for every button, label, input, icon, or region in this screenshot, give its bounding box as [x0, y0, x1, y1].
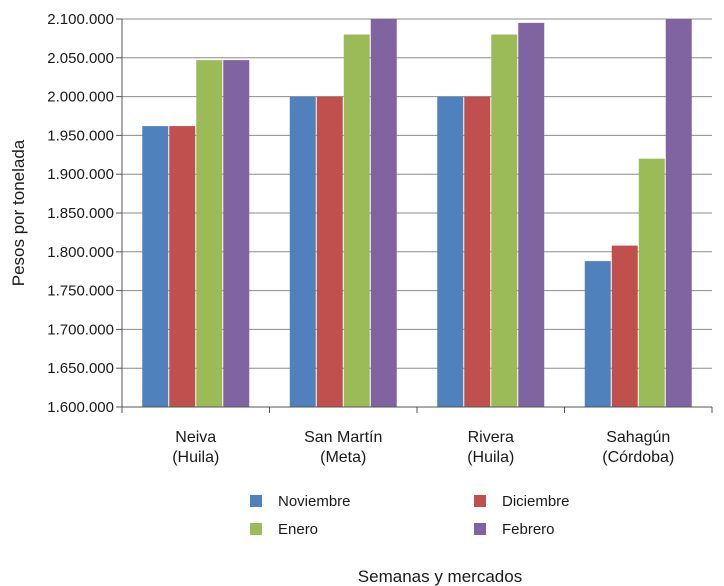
y-tick-label: 2.000.000: [47, 89, 114, 106]
y-tick-label: 1.650.000: [47, 360, 114, 377]
bar-enero: [196, 60, 223, 408]
x-axis-title: Semanas y mercados: [358, 567, 522, 586]
y-tick-label: 1.750.000: [47, 283, 114, 300]
y-tick-label: 1.800.000: [47, 244, 114, 261]
x-category-label: Neiva (Huila): [172, 429, 219, 466]
bar-febrero: [223, 60, 250, 408]
x-axis-category-labels: Neiva (Huila) San Martín (Meta) Rivera (Huila…: [172, 429, 674, 466]
bar-diciembre: [611, 245, 638, 407]
bar-diciembre: [464, 96, 491, 407]
y-tick-label: 1.700.000: [47, 321, 114, 338]
legend-swatch-febrero: [474, 523, 486, 535]
bar-noviembre: [437, 96, 464, 407]
bar-febrero: [370, 19, 397, 407]
bar-noviembre: [142, 126, 169, 407]
legend-swatch-noviembre: [250, 495, 262, 507]
legend-swatch-diciembre: [474, 495, 486, 507]
bar-febrero: [665, 19, 692, 407]
bar-enero: [343, 34, 370, 408]
y-tick-label: 1.900.000: [47, 166, 114, 183]
legend-label-noviembre: Noviembre: [278, 493, 351, 510]
y-tick-label: 2.050.000: [47, 50, 114, 67]
bar-diciembre: [316, 96, 343, 407]
legend-label-febrero: Febrero: [502, 521, 555, 538]
y-tick-label: 1.600.000: [47, 399, 114, 416]
y-tick-label: 1.950.000: [47, 127, 114, 144]
x-category-label: San Martín (Meta): [304, 429, 382, 466]
x-category-label: Sahagún (Córdoba): [602, 429, 674, 466]
legend: Noviembre Diciembre Enero Febrero: [250, 493, 570, 538]
bar-enero: [491, 34, 518, 408]
y-axis-title: Pesos por tonelada: [9, 139, 28, 286]
y-tick-label: 1.850.000: [47, 205, 114, 222]
bar-noviembre: [584, 261, 611, 407]
bars: [121, 19, 713, 413]
legend-label-diciembre: Diciembre: [502, 493, 570, 510]
bar-febrero: [518, 22, 545, 407]
y-tick-label: 2.100.000: [47, 11, 114, 28]
bar-diciembre: [169, 126, 196, 407]
legend-swatch-enero: [250, 523, 262, 535]
bar-enero: [638, 158, 665, 407]
legend-label-enero: Enero: [278, 521, 318, 538]
y-axis-ticks: 1.600.000 1.650.000 1.700.000 1.750.000 1.80…: [47, 11, 122, 416]
x-category-label: Rivera (Huila): [467, 429, 514, 466]
bar-noviembre: [289, 96, 316, 407]
